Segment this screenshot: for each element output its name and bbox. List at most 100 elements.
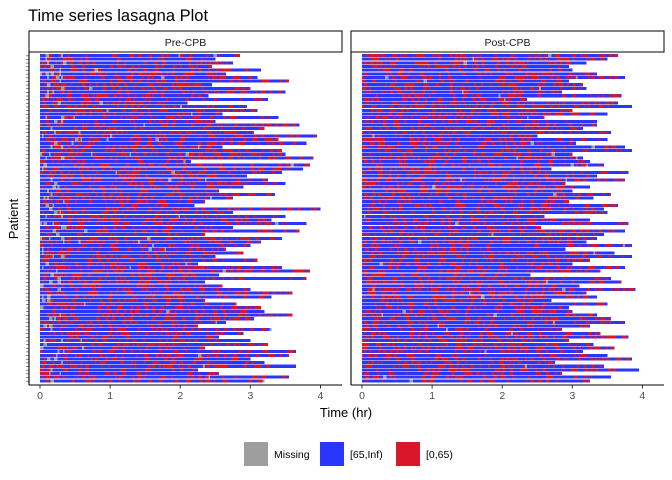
- measurement-cell: [370, 236, 373, 240]
- measurement-cell: [432, 295, 434, 299]
- measurement-cell: [64, 130, 67, 134]
- measurement-cell: [210, 181, 214, 185]
- measurement-cell: [596, 276, 599, 281]
- measurement-cell: [402, 156, 405, 160]
- measurement-cell: [92, 255, 95, 259]
- measurement-cell: [178, 364, 181, 368]
- measurement-cell: [239, 152, 242, 156]
- measurement-cell: [57, 83, 60, 87]
- measurement-cell: [437, 295, 441, 299]
- measurement-cell: [586, 174, 590, 178]
- measurement-cell: [146, 94, 151, 98]
- measurement-cell: [414, 287, 417, 292]
- measurement-cell: [159, 222, 163, 226]
- measurement-cell: [621, 170, 624, 175]
- measurement-cell: [217, 353, 219, 357]
- measurement-cell: [178, 291, 181, 295]
- measurement-cell: [393, 116, 396, 120]
- measurement-cell: [115, 353, 118, 357]
- measurement-cell: [377, 68, 380, 72]
- measurement-cell: [75, 145, 79, 149]
- measurement-cell: [521, 200, 524, 204]
- measurement-cell: [148, 97, 151, 101]
- measurement-cell: [225, 342, 230, 346]
- measurement-cell: [574, 112, 578, 116]
- measurement-cell: [391, 108, 396, 112]
- measurement-cell: [203, 108, 205, 112]
- measurement-cell: [372, 266, 375, 270]
- measurement-cell: [390, 83, 394, 87]
- measurement-cell: [206, 163, 209, 167]
- measurement-cell: [369, 185, 371, 189]
- measurement-cell: [80, 192, 84, 196]
- measurement-cell: [496, 68, 501, 72]
- measurement-cell: [560, 236, 562, 240]
- measurement-cell: [502, 57, 504, 61]
- measurement-cell: [62, 57, 67, 61]
- measurement-cell: [575, 269, 578, 273]
- measurement-cell: [512, 64, 515, 69]
- patient-row: [40, 94, 209, 98]
- measurement-cell: [565, 119, 568, 123]
- measurement-cell: [602, 192, 604, 196]
- measurement-cell: [90, 335, 95, 339]
- measurement-cell: [80, 339, 83, 343]
- measurement-cell: [57, 276, 60, 281]
- measurement-cell: [533, 163, 538, 167]
- measurement-cell: [76, 247, 81, 251]
- measurement-cell: [558, 178, 562, 182]
- measurement-cell: [367, 218, 371, 222]
- measurement-cell: [266, 350, 268, 354]
- measurement-cell: [103, 266, 105, 270]
- measurement-cell: [243, 287, 247, 292]
- measurement-cell: [479, 211, 482, 215]
- measurement-cell: [169, 170, 174, 175]
- measurement-cell: [568, 203, 571, 207]
- measurement-cell: [68, 97, 72, 101]
- measurement-cell: [374, 233, 377, 237]
- measurement-cell: [61, 145, 65, 149]
- measurement-cell: [398, 68, 401, 72]
- measurement-cell: [99, 353, 102, 357]
- measurement-cell: [605, 244, 610, 248]
- measurement-cell: [454, 225, 457, 229]
- measurement-cell: [97, 101, 100, 105]
- measurement-cell: [157, 255, 160, 259]
- measurement-cell: [426, 218, 429, 222]
- measurement-cell: [495, 57, 499, 61]
- measurement-cell: [152, 86, 156, 90]
- measurement-cell: [502, 79, 506, 83]
- measurement-cell: [231, 276, 235, 281]
- measurement-cell: [428, 170, 431, 175]
- measurement-cell: [97, 284, 102, 288]
- measurement-cell: [218, 291, 223, 295]
- measurement-cell: [192, 145, 195, 149]
- measurement-cell: [131, 317, 133, 321]
- measurement-cell: [120, 192, 123, 196]
- measurement-cell: [41, 152, 44, 156]
- measurement-cell: [423, 83, 427, 87]
- measurement-cell: [264, 350, 267, 354]
- measurement-cell: [418, 156, 420, 160]
- measurement-cell: [563, 207, 568, 211]
- measurement-cell: [544, 79, 547, 83]
- measurement-cell: [82, 68, 86, 72]
- measurement-cell: [525, 185, 529, 189]
- measurement-cell: [418, 240, 422, 244]
- measurement-cell: [211, 258, 214, 262]
- measurement-cell: [208, 75, 211, 79]
- measurement-cell: [76, 276, 81, 281]
- measurement-cell: [442, 163, 445, 167]
- measurement-cell: [488, 291, 492, 295]
- measurement-cell: [454, 266, 459, 270]
- measurement-cell: [539, 170, 541, 175]
- measurement-cell: [521, 61, 526, 65]
- measurement-cell: [47, 196, 49, 200]
- measurement-cell: [124, 64, 126, 69]
- measurement-cell: [444, 236, 447, 240]
- measurement-cell: [425, 116, 429, 120]
- measurement-cell: [377, 134, 380, 138]
- measurement-cell: [83, 127, 88, 131]
- measurement-cell: [231, 192, 235, 196]
- measurement-cell: [295, 134, 300, 138]
